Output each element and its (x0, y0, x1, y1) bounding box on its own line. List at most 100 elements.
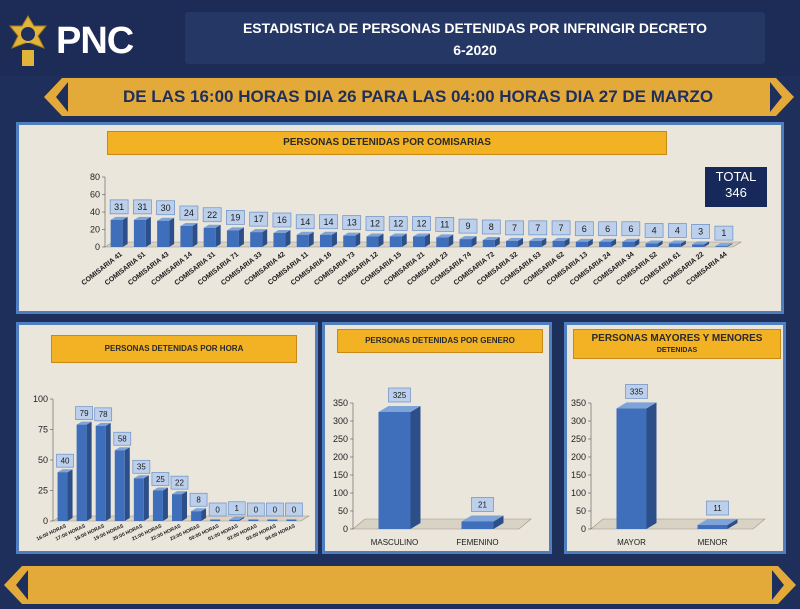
bar (267, 519, 278, 521)
bar-side (493, 515, 504, 529)
data-label: 4 (675, 226, 680, 236)
data-label: 31 (137, 202, 147, 212)
data-label-box (272, 212, 292, 228)
data-label-box (319, 214, 338, 230)
category-label: COMISARIA 16 (290, 251, 333, 287)
bar (152, 490, 163, 521)
category-label: COMISARIA 34 (592, 251, 635, 287)
bar-top (575, 238, 593, 242)
panel-edad: PERSONAS MAYORES Y MENORES DETENIDAS 0 50… (564, 322, 786, 554)
bar (622, 241, 635, 247)
bar-top (152, 487, 168, 491)
bar-side (355, 232, 361, 247)
bar (461, 521, 494, 529)
banner: DE LAS 16:00 HORAS DIA 26 PARA LAS 04:00… (48, 80, 788, 114)
bar (286, 519, 297, 521)
bar-top (296, 231, 314, 235)
data-label-box (226, 210, 245, 225)
bar (191, 511, 202, 521)
y-tick-label: 75 (38, 425, 48, 435)
bar-side (86, 421, 92, 521)
bar-side (145, 216, 151, 247)
category-label: COMISARIA 15 (360, 251, 403, 287)
data-label-box (388, 387, 411, 403)
bar (575, 241, 588, 247)
category-label: COMISARIA 33 (220, 251, 263, 287)
pnc-logo: PNC (8, 12, 168, 72)
data-label: 9 (466, 221, 471, 231)
bar-top (366, 233, 384, 237)
bar-side (215, 224, 221, 247)
data-label-box (528, 220, 548, 236)
data-label-box (481, 219, 501, 235)
data-label-box (285, 502, 303, 517)
data-label-box (388, 216, 408, 231)
data-label-box (246, 502, 265, 517)
data-label: 6 (628, 224, 633, 234)
bar-side (471, 236, 477, 247)
category-label: COMISARIA 13 (546, 251, 589, 287)
panel-edad-title-line2: DETENIDAS (656, 347, 698, 354)
category-label: COMISARIA 11 (267, 251, 310, 287)
data-label: 0 (292, 505, 297, 514)
y-tick-label: 0 (343, 524, 348, 534)
data-label-box (435, 217, 455, 232)
panel-hora-title: PERSONAS DETENIDAS POR HORA (51, 335, 297, 363)
data-label: 6 (605, 224, 610, 234)
category-label: COMISARIA 41 (81, 251, 124, 287)
bar-side (192, 223, 198, 247)
data-label-box (505, 220, 524, 236)
data-label-box (295, 214, 315, 230)
data-label-box (471, 497, 494, 512)
bar-side (541, 237, 547, 247)
bar-side (143, 475, 149, 521)
police-badge-icon (8, 15, 48, 66)
bar-side (425, 233, 430, 247)
data-label: 6 (582, 224, 587, 234)
bar-top (110, 216, 128, 220)
data-label: 3 (698, 226, 703, 236)
bar (95, 425, 106, 521)
genero-chart: 0 50 100 150 200 250 300 350 325 MASCULINO 21 FEMEN… (333, 387, 532, 547)
data-label-box (668, 223, 687, 238)
data-label: 30 (161, 203, 171, 213)
panel-edad-title-line1: PERSONAS MAYORES Y MENORES (591, 333, 763, 344)
bar-side (285, 230, 291, 247)
data-label-box (156, 200, 175, 216)
bar (552, 240, 565, 247)
y-tick-label: 100 (33, 394, 48, 404)
category-label: MENOR (698, 538, 728, 547)
data-label-box (208, 502, 227, 517)
category-label: COMISARIA 73 (313, 251, 356, 287)
data-label-box (94, 407, 113, 422)
bar-top (506, 237, 524, 241)
panel-edad-title: PERSONAS MAYORES Y MENORES DETENIDAS (573, 329, 781, 359)
bar-side (169, 217, 175, 247)
bar (133, 478, 144, 521)
data-label-box (706, 500, 729, 516)
data-label: 8 (196, 496, 201, 505)
y-tick-label: 250 (571, 434, 586, 444)
bar (226, 230, 239, 247)
y-tick-label: 150 (571, 470, 586, 480)
data-label: 11 (440, 219, 449, 229)
data-label: 335 (630, 387, 644, 396)
bar-top (172, 491, 187, 495)
bar (110, 219, 123, 247)
bar-top (668, 240, 686, 244)
data-label-box (691, 224, 710, 239)
bar (76, 424, 87, 521)
data-label-box (56, 453, 74, 468)
bar (157, 220, 170, 247)
category-label: COMISARIA 22 (662, 251, 705, 287)
data-label-box (132, 459, 151, 474)
bar-side (494, 237, 500, 247)
bar-top (616, 402, 657, 409)
data-label: 22 (175, 479, 184, 488)
category-label: COMISARIA 42 (243, 251, 286, 287)
bar (668, 243, 681, 247)
y-tick-label: 60 (90, 190, 100, 200)
category-label: COMISARIA 71 (197, 251, 240, 287)
bar (459, 239, 472, 247)
bar (366, 236, 379, 247)
